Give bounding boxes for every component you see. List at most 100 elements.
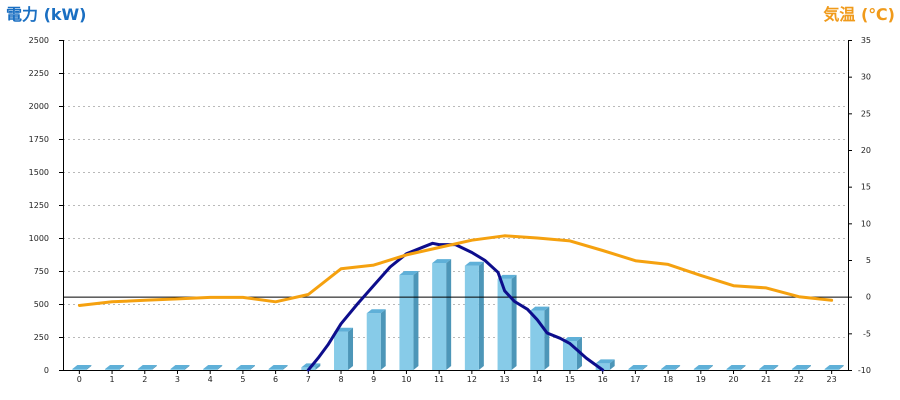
x-tick-label-12: 12 [467,375,477,384]
left-tick-label-750: 750 [34,267,49,276]
right-tick-label-5: 5 [866,256,871,265]
left-tick-label-1750: 1750 [29,135,49,144]
right-tick-label-15: 15 [861,183,871,192]
bar-top-13 [497,274,517,279]
bar-side-22 [805,365,811,370]
bar-side-5 [249,365,255,370]
bar-top-12 [464,261,484,266]
bar-side-9 [380,309,386,370]
x-tick-label-11: 11 [434,375,444,384]
bar-side-14 [544,306,550,370]
bar-17 [628,365,648,370]
bar-11 [432,259,452,370]
x-tick-label-20: 20 [728,375,738,384]
bar-top-15 [562,336,582,341]
right-tick-label-25: 25 [861,109,871,118]
x-tick-label-8: 8 [338,375,343,384]
bar-top-5 [235,365,255,369]
bar-top-17 [628,365,648,369]
x-tick-label-0: 0 [77,375,82,384]
x-tick-label-23: 23 [827,375,837,384]
bar-8 [334,327,354,370]
x-tick-label-4: 4 [208,375,213,384]
bar-4 [203,365,223,370]
bar-top-6 [268,365,288,369]
bar-side-19 [707,365,713,370]
bar-top-2 [137,365,157,369]
bar-front-1 [105,369,120,370]
bar-top-10 [399,270,419,275]
right-tick-label--10: -10 [858,366,871,375]
x-tick-label-7: 7 [306,375,311,384]
bar-front-23 [824,369,839,370]
bar-side-1 [119,365,125,370]
left-tick-label-2250: 2250 [29,69,49,78]
bar-2 [137,365,157,370]
bar-front-18 [661,369,676,370]
x-tick-label-1: 1 [110,375,115,384]
bar-front-11 [432,263,447,370]
bar-front-16 [595,363,610,370]
bar-side-6 [282,365,288,370]
temperature-line [77,234,834,307]
bar-top-21 [759,365,779,369]
x-tick-label-13: 13 [499,375,509,384]
x-tick-label-21: 21 [761,375,771,384]
x-tick-label-10: 10 [401,375,411,384]
bar-top-11 [432,259,452,264]
left-tick-label-1000: 1000 [29,234,49,243]
bar-front-10 [399,274,414,370]
bar-front-19 [693,369,708,370]
bar-top-23 [824,365,844,369]
bar-top-19 [693,365,713,369]
bar-top-18 [661,365,681,369]
bar-top-1 [105,365,125,369]
bar-front-3 [170,369,185,370]
series-lines [77,234,834,372]
bar-side-4 [217,365,223,370]
left-tick-label-1500: 1500 [29,168,49,177]
bar-9 [366,309,386,370]
bar-side-0 [86,365,92,370]
x-tick-label-3: 3 [175,375,180,384]
bar-20 [726,365,746,370]
grid-lines [63,40,848,338]
x-tick-label-16: 16 [598,375,608,384]
bar-10 [399,270,419,370]
bar-front-8 [334,331,349,370]
right-axis-title: 気温 (℃) [823,5,895,24]
bar-side-20 [740,365,746,370]
bar-side-10 [413,270,419,370]
power-line [306,241,605,372]
axes [59,40,852,374]
left-tick-label-2000: 2000 [29,102,49,111]
bar-front-17 [628,369,643,370]
bar-side-16 [609,359,615,370]
bar-front-12 [464,265,479,370]
bar-18 [661,365,681,370]
bar-22 [791,365,811,370]
bar-side-11 [446,259,452,370]
power-bars [72,259,844,370]
bar-0 [72,365,92,370]
bar-side-18 [675,365,681,370]
x-tick-label-17: 17 [630,375,640,384]
bar-side-8 [348,327,354,370]
bar-13 [497,274,517,370]
bar-front-0 [72,369,87,370]
tick-labels: 02505007501000125015001750200022502500-1… [29,36,871,384]
bar-side-2 [151,365,157,370]
bar-top-0 [72,365,92,369]
bar-3 [170,365,190,370]
bar-front-4 [203,369,218,370]
x-tick-label-6: 6 [273,375,278,384]
x-tick-label-9: 9 [371,375,376,384]
left-tick-label-0: 0 [44,366,49,375]
x-tick-label-2: 2 [142,375,147,384]
bar-6 [268,365,288,370]
bar-side-21 [773,365,779,370]
x-tick-label-22: 22 [794,375,804,384]
bar-top-9 [366,309,386,314]
bar-21 [759,365,779,370]
